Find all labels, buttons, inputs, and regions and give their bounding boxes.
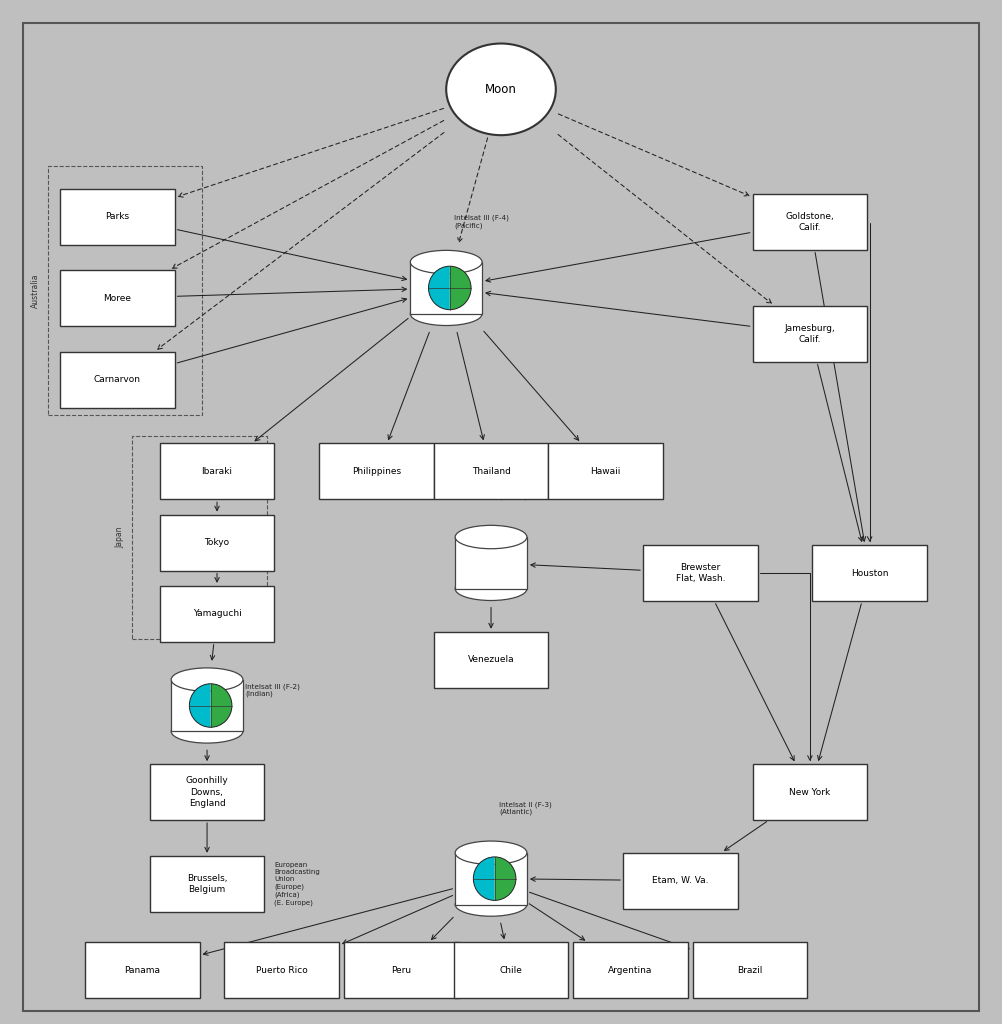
Text: Brussels,
Belgium: Brussels, Belgium (186, 873, 227, 894)
FancyBboxPatch shape (159, 443, 275, 500)
Text: Brazil: Brazil (737, 966, 763, 975)
FancyBboxPatch shape (434, 443, 548, 500)
FancyBboxPatch shape (753, 764, 867, 820)
Text: Hawaii: Hawaii (590, 467, 621, 476)
Text: Goonhilly
Downs,
England: Goonhilly Downs, England (185, 776, 228, 808)
Text: Moon: Moon (485, 83, 517, 96)
Text: Houston: Houston (851, 568, 889, 578)
Text: Philippines: Philippines (352, 467, 401, 476)
Wedge shape (473, 857, 495, 900)
Ellipse shape (455, 893, 527, 916)
Text: Intelsat III (F-4)
(Pacific): Intelsat III (F-4) (Pacific) (454, 215, 509, 229)
FancyBboxPatch shape (320, 443, 434, 500)
FancyBboxPatch shape (149, 856, 265, 911)
Text: Carnarvon: Carnarvon (94, 375, 141, 384)
Ellipse shape (171, 720, 242, 743)
FancyBboxPatch shape (85, 942, 199, 998)
Text: Moree: Moree (103, 294, 131, 303)
FancyBboxPatch shape (60, 188, 174, 245)
Text: Intelsat III (F-2)
(Indian): Intelsat III (F-2) (Indian) (244, 683, 300, 697)
Text: Etam, W. Va.: Etam, W. Va. (652, 877, 708, 885)
Text: Intelsat II (F-3)
(Atlantic): Intelsat II (F-3) (Atlantic) (499, 802, 552, 815)
FancyBboxPatch shape (60, 270, 174, 326)
FancyBboxPatch shape (548, 443, 663, 500)
Wedge shape (429, 266, 450, 309)
Text: Venezuela: Venezuela (468, 655, 514, 665)
Text: Argentina: Argentina (608, 966, 652, 975)
Text: Peru: Peru (392, 966, 412, 975)
Ellipse shape (446, 43, 556, 135)
Wedge shape (450, 266, 471, 309)
Text: Brewster
Flat, Wash.: Brewster Flat, Wash. (675, 563, 725, 583)
FancyBboxPatch shape (813, 545, 927, 601)
FancyBboxPatch shape (753, 194, 867, 250)
Ellipse shape (455, 841, 527, 864)
Ellipse shape (171, 668, 242, 691)
FancyBboxPatch shape (149, 764, 265, 820)
FancyBboxPatch shape (573, 942, 687, 998)
Text: Parks: Parks (105, 212, 129, 221)
Ellipse shape (411, 250, 482, 273)
Bar (455, 537, 527, 589)
FancyBboxPatch shape (434, 632, 548, 688)
FancyBboxPatch shape (623, 853, 737, 908)
Ellipse shape (455, 578, 527, 600)
FancyBboxPatch shape (344, 942, 459, 998)
Text: Ibaraki: Ibaraki (201, 467, 232, 476)
Text: Japan: Japan (116, 526, 125, 548)
Bar (455, 853, 527, 904)
FancyBboxPatch shape (454, 942, 568, 998)
Text: Yamaguchi: Yamaguchi (192, 609, 241, 618)
Wedge shape (189, 684, 210, 727)
Bar (411, 262, 482, 313)
Text: Goldstone,
Calif.: Goldstone, Calif. (786, 212, 835, 231)
FancyBboxPatch shape (159, 514, 275, 570)
Text: Panama: Panama (124, 966, 160, 975)
Text: Puerto Rico: Puerto Rico (256, 966, 308, 975)
Wedge shape (495, 857, 516, 900)
Text: New York: New York (790, 787, 831, 797)
FancyBboxPatch shape (643, 545, 758, 601)
Text: European
Broadcasting
Union
(Europe)
(Africa)
(E. Europe): European Broadcasting Union (Europe) (Af… (275, 862, 320, 905)
Ellipse shape (455, 525, 527, 549)
Text: Jamesburg,
Calif.: Jamesburg, Calif. (785, 324, 836, 344)
FancyBboxPatch shape (692, 942, 808, 998)
FancyBboxPatch shape (753, 306, 867, 361)
Bar (171, 680, 242, 731)
Text: Chile: Chile (500, 966, 522, 975)
Ellipse shape (411, 302, 482, 326)
Wedge shape (210, 684, 231, 727)
FancyBboxPatch shape (60, 351, 174, 408)
Text: Thailand: Thailand (472, 467, 510, 476)
FancyBboxPatch shape (159, 586, 275, 642)
Text: Tokyo: Tokyo (204, 538, 229, 547)
Text: Applied Technology
Satellite I
(Pacific): Applied Technology Satellite I (Pacific) (499, 479, 569, 500)
FancyBboxPatch shape (224, 942, 339, 998)
Text: Australia: Australia (31, 273, 40, 308)
